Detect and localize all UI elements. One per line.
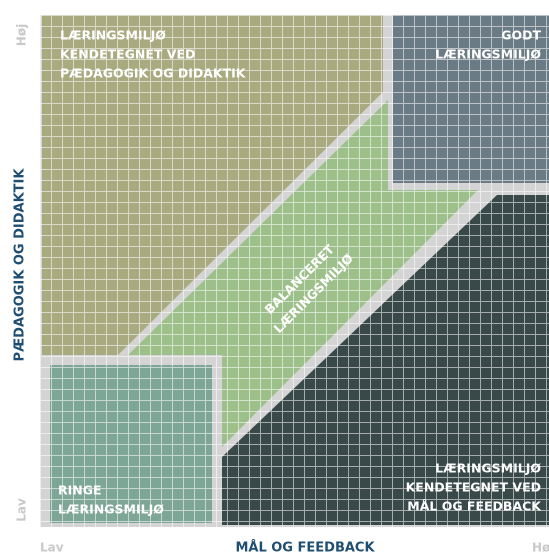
region-label: LÆRINGSMILJØ xyxy=(435,47,541,62)
region-label: MÅL OG FEEDBACK xyxy=(407,499,542,514)
x-high: Høj xyxy=(532,541,549,555)
y-low: Lav xyxy=(15,498,29,522)
region-label: LÆRINGSMILJØ xyxy=(58,502,164,517)
x-low: Lav xyxy=(40,541,64,555)
region-label: KENDETEGNET VED xyxy=(60,47,195,62)
grid-overlay xyxy=(40,15,549,527)
region-label: LÆRINGSMILJØ xyxy=(60,28,166,43)
region-label: RINGE xyxy=(58,483,102,498)
y-axis-label: PÆDAGOGIK OG DIDAKTIK xyxy=(13,168,28,362)
region-label: GODT xyxy=(501,28,541,43)
region-label: LÆRINGSMILJØ xyxy=(435,461,541,476)
x-axis-label: MÅL OG FEEDBACK xyxy=(235,540,375,556)
y-high: Høj xyxy=(15,24,29,46)
region-label: PÆDAGOGIK OG DIDAKTIK xyxy=(60,66,247,81)
region-label: KENDETEGNET VED xyxy=(406,480,541,495)
